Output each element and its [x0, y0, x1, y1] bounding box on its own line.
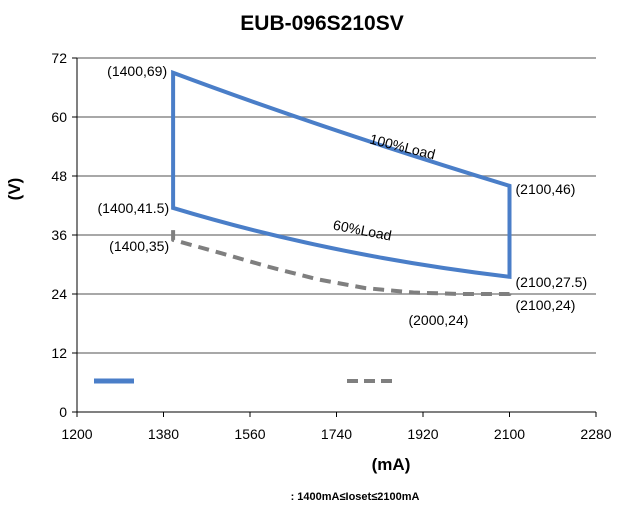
x-tick-label: 1740 [321, 426, 352, 442]
y-axis-title: (V) [5, 178, 24, 201]
series-line-dashed [171, 230, 512, 296]
label-group: 100%Load 60%Load (1400,69) (1400,41.5) (1400… [98, 63, 588, 328]
curve-label: 100%Load [368, 131, 437, 163]
grid [77, 57, 596, 354]
y-tick-label: 12 [51, 345, 67, 361]
axes: 0 12 24 36 48 60 72 1200 1380 1560 1740 1920 2100 228… [51, 50, 611, 442]
x-tick-label: 2100 [494, 426, 525, 442]
y-tick-label: 24 [51, 286, 67, 302]
x-axis-title: (mA) [372, 455, 411, 474]
chart-title: EUB-096S210SV [240, 12, 403, 35]
x-tick-label: 1380 [148, 426, 179, 442]
y-tick-label: 60 [51, 109, 67, 125]
x-tick-label: 1920 [407, 426, 438, 442]
point-label: (2100,46) [516, 181, 576, 197]
point-label: (1400,41.5) [98, 200, 170, 216]
y-tick-label: 48 [51, 168, 67, 184]
x-tick-label: 2280 [580, 426, 611, 442]
point-label: (1400,69) [107, 63, 167, 79]
point-label: (2100,24) [516, 297, 576, 313]
series-group [171, 69, 512, 296]
series-line-solid [171, 69, 512, 280]
point-label: (1400,35) [109, 238, 169, 254]
point-label: (2000,24) [408, 312, 468, 328]
y-tick-label: 0 [59, 404, 67, 420]
point-label: (2100,27.5) [516, 274, 588, 290]
y-tick-label: 72 [51, 50, 67, 66]
footnote: : 1400mA≤Ioset≤2100mA [291, 491, 420, 503]
x-tick-label: 1200 [61, 426, 92, 442]
curve-label: 60%Load [332, 217, 393, 244]
y-tick-label: 36 [51, 227, 67, 243]
x-tick-label: 1560 [234, 426, 265, 442]
